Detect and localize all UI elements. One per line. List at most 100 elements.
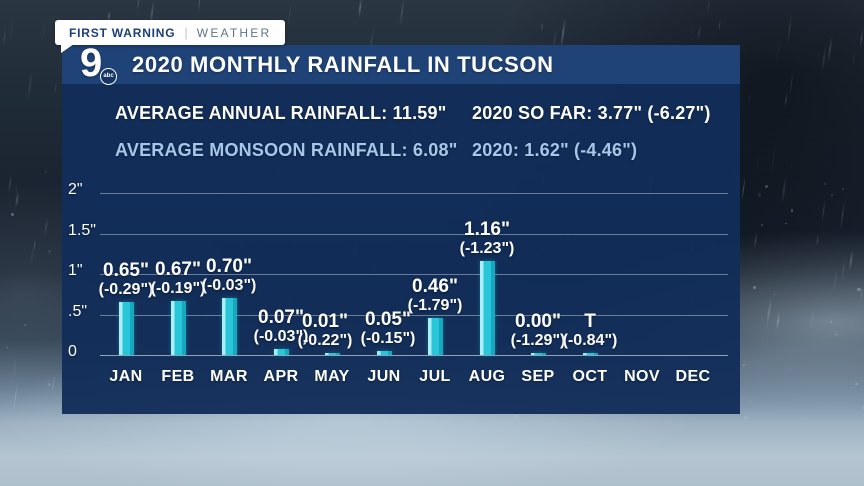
gridline-2 [100,193,728,194]
rain-streak [821,45,827,73]
rain-streak [842,259,846,281]
rain-streak [860,29,864,47]
rain-streak [741,176,746,202]
badge-primary-label: FIRST WARNING [69,26,175,40]
page-title: 2020 MONTHLY RAINFALL IN TUCSON [132,52,554,78]
rain-streak [52,375,56,394]
bar-jul [428,318,443,355]
rain-speck [774,294,775,295]
rain-streak [8,174,13,193]
rain-speck [791,166,792,167]
rain-streak [776,312,781,331]
rain-streak [14,182,17,198]
rain-streak [358,0,363,22]
rain-speck [842,188,844,190]
rain-streak [833,267,838,293]
rain-speck [855,383,858,386]
rain-streak [756,156,759,171]
rain-speck [48,250,51,253]
rain-streak [691,26,693,36]
rainfall-bar-chart: 2" 1.5" 1" .5" 0 JAN 0.65" (-0.29") FEB 0.67" (-0.… [62,84,740,414]
bar-label-mar: 0.70" (-0.03") [154,256,304,295]
rain-streak [840,201,845,230]
rain-speck [48,383,51,386]
rain-speck [761,224,763,226]
title-bar: 9 abc 2020 MONTHLY RAINFALL IN TUCSON [62,45,740,84]
badge-secondary-label: WEATHER [197,26,272,40]
rain-streak [764,334,768,359]
bar-label-aug: 1.16" (-1.23") [412,219,562,258]
bar-label-oct: T (-0.84") [515,311,665,350]
rain-streak [54,82,57,95]
rain-streak [198,0,202,13]
rain-speck [743,364,744,365]
rain-streak [754,232,757,249]
rain-streak [748,93,750,102]
rain-streak [777,39,781,62]
rain-speck [744,416,747,419]
rain-speck [857,288,860,291]
rain-streak [781,176,787,204]
rain-streak [697,24,701,40]
rain-speck [24,324,26,326]
rain-streak [821,199,825,223]
rain-streak [810,310,815,330]
bar-sep [531,353,546,355]
rain-streak [358,0,362,16]
rain-speck [835,333,838,336]
rain-streak [827,36,833,63]
rain-speck [45,170,48,173]
rain-streak [10,17,15,43]
rain-speck [515,415,517,417]
rain-streak [288,3,292,27]
rain-speck [11,213,14,216]
badge-separator: | [184,25,187,40]
rain-streak [784,93,788,107]
rain-streak [399,0,405,26]
rain-speck [6,347,7,348]
rain-speck [806,417,807,418]
rain-speck [824,183,826,185]
chart-panel: AVERAGE ANNUAL RAINFALL: 11.59" 2020 SO … [62,84,740,414]
rain-streak [3,27,7,47]
abc-network-icon: abc [100,68,117,85]
bar-oct [583,353,598,355]
bar-jun [377,351,392,355]
y-tick-0: 0 [68,343,98,361]
rain-streak [852,51,855,67]
value-label: 1.16" [412,219,562,240]
gridline-0 [100,355,728,356]
channel-9-abc-logo: 9 abc [78,47,114,83]
rain-speck [791,209,794,212]
deficit-label: (-0.84") [515,332,665,350]
rain-streak [848,249,853,270]
bar-feb [171,301,186,355]
rain-speck [785,223,786,224]
rain-streak [42,19,47,46]
rain-streak [719,20,721,31]
rain-streak [707,0,710,13]
rain-streak [860,286,863,302]
channel-number: 9 [80,41,102,86]
rain-streak [541,21,544,30]
rain-streak [12,355,17,384]
rain-speck [750,401,752,403]
rain-speck [765,185,768,188]
rain-streak [33,240,36,251]
y-tick-2: 2" [68,181,98,199]
rain-streak [30,247,35,266]
rain-streak [15,191,19,209]
bar-may [325,353,340,355]
rain-streak [44,217,49,237]
rain-streak [16,196,18,206]
rain-streak [766,297,772,328]
y-tick-0.5: .5" [68,303,98,321]
rain-streak [13,381,18,411]
rain-streak [771,144,776,174]
rain-streak [27,70,33,102]
deficit-label: (-0.03") [154,277,304,295]
value-label: T [515,311,665,332]
bar-jan [119,302,134,355]
rain-streak [787,14,792,43]
rain-speck [830,321,832,323]
